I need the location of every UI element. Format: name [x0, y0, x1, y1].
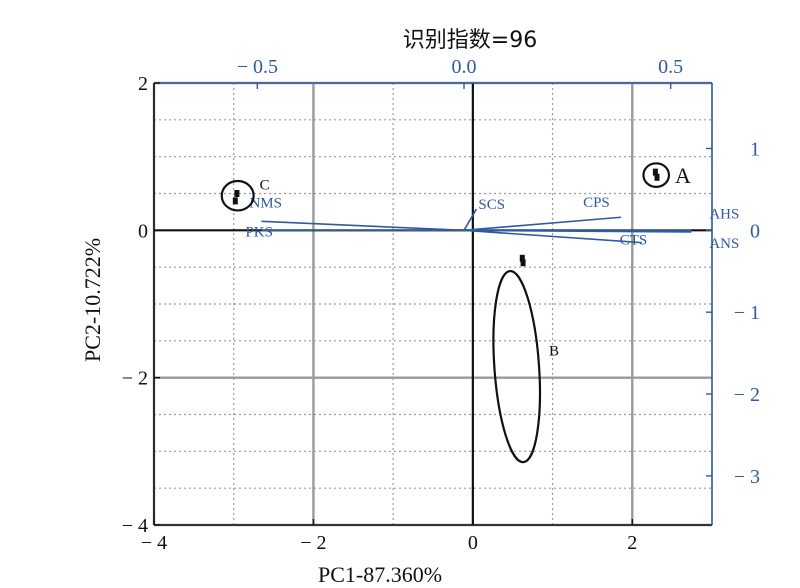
right-tick-label: − 1	[734, 302, 760, 324]
loading-label: CPS	[583, 195, 610, 211]
score-groups: A B C	[220, 162, 691, 464]
score-point	[234, 190, 240, 197]
group-label: A	[675, 163, 691, 188]
score-point	[520, 259, 526, 267]
loading-label: AHS	[709, 206, 739, 222]
loading-vector	[463, 229, 692, 233]
x-tick-label: − 2	[300, 532, 326, 554]
x-tick-label: 0	[468, 532, 478, 554]
y-tick-label: 0	[138, 220, 148, 242]
ticks: − 4 − 2 0 2 − 4 − 2 0 2 − 0.5 0.0 0.5 − 3 − 2 − 1 0 1	[122, 56, 760, 554]
x-axis-label: PC1-87.360%	[318, 562, 442, 587]
right-tick-label: 1	[750, 138, 760, 160]
group-label: C	[260, 178, 270, 194]
loading-label: ANS	[709, 236, 739, 252]
x-tick-label: − 4	[141, 532, 167, 554]
score-point	[652, 168, 658, 176]
group-ellipse	[220, 179, 255, 212]
y-tick-label: − 4	[122, 515, 148, 537]
right-tick-label: − 2	[734, 384, 760, 406]
chart-title: 识别指数=96	[403, 28, 537, 53]
score-point	[232, 197, 238, 205]
top-tick-label: 0.5	[658, 56, 683, 78]
top-tick-label: 0.0	[452, 56, 477, 78]
loading-label: SCS	[478, 197, 505, 213]
score-point	[519, 254, 525, 262]
right-tick-label: − 3	[734, 466, 760, 488]
loadings: SCS CPS AHS ANS CTS NMS PKS	[245, 195, 739, 252]
group-ellipse	[492, 269, 542, 464]
group-ellipse	[642, 162, 671, 188]
loading-vector	[261, 220, 465, 232]
y-axis-label: PC2-10.722%	[80, 238, 105, 362]
plot-area	[154, 83, 712, 525]
x-tick-label: 2	[627, 532, 637, 554]
loading-label: PKS	[245, 224, 273, 240]
loading-vector	[463, 208, 478, 231]
loading-vector	[463, 229, 642, 244]
group-label: B	[549, 344, 559, 360]
loading-vector	[463, 216, 622, 232]
loading-label: NMS	[249, 195, 282, 211]
loading-label: CTS	[620, 233, 648, 249]
y-tick-label: 2	[138, 73, 148, 95]
right-tick-label: 0	[750, 220, 760, 242]
top-tick-label: − 0.5	[237, 56, 278, 78]
y-tick-label: − 2	[122, 368, 148, 390]
score-point	[654, 173, 660, 181]
